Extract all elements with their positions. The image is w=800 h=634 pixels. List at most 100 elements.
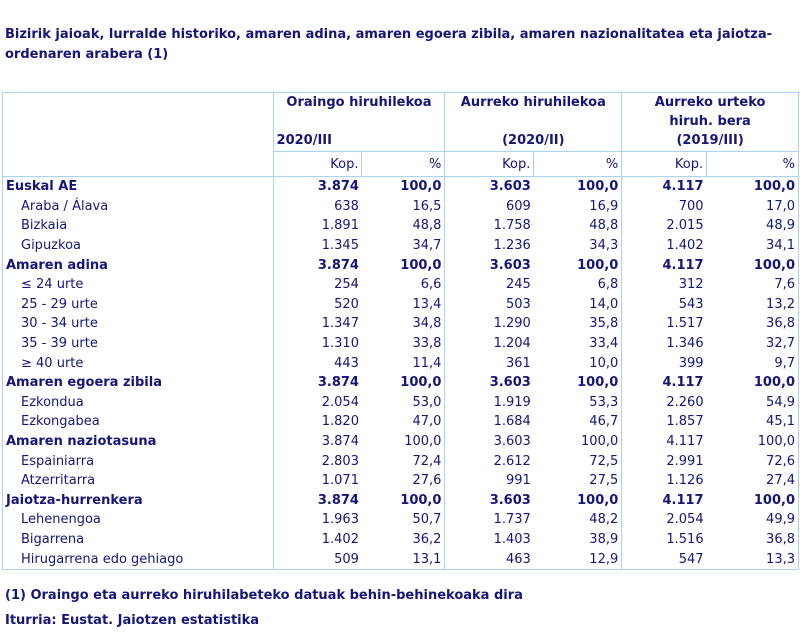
count-cell: 245	[444, 274, 534, 295]
count-cell: 1.402	[272, 529, 362, 550]
count-cell: 1.517	[621, 314, 707, 334]
table-row: Amaren naziotasuna 3.874 100,0 3.603 100,0 4.…	[3, 431, 799, 452]
subheader-pct: %	[361, 151, 445, 177]
count-cell: 4.117	[621, 255, 707, 275]
percent-cell: 100,0	[400, 492, 442, 508]
count-cell: 1.290	[444, 314, 534, 334]
count-cell: 1.516	[621, 529, 707, 550]
table-row: 35 - 39 urte 1.310 33,8 1.204 33,4 1.346 32,7	[3, 333, 799, 354]
count-cell: 1.891	[272, 216, 362, 236]
percent-cell: 48,9	[766, 218, 795, 234]
percent-cell: 100,0	[753, 375, 795, 391]
percent-cell: 45,1	[766, 414, 795, 430]
count-cell: 3.874	[272, 176, 362, 197]
table-row: Bigarrena 1.402 36,2 1.403 38,9 1.516 36,8	[3, 529, 799, 550]
count-cell: 2.991	[621, 451, 707, 471]
percent-cell: 16,5	[412, 198, 442, 214]
percent-cell: 100,0	[581, 434, 619, 450]
table-row: Hirugarrena edo gehiago 509 13,1 463 12,9 547…	[2, 549, 799, 570]
count-cell: 991	[444, 470, 534, 491]
footnote: (1) Oraingo eta aurreko hiruhilabeteko d…	[5, 588, 523, 603]
corner-cell	[3, 93, 274, 152]
count-cell: 520	[272, 294, 362, 315]
row-label: Espainiarra	[21, 453, 95, 469]
percent-cell: 49,9	[766, 512, 795, 528]
row-label: 25 - 29 urte	[21, 296, 98, 312]
percent-cell: 100,0	[400, 257, 442, 273]
subheader-pct: %	[533, 151, 622, 177]
row-label: Hirugarrena edo gehiago	[2, 549, 274, 570]
count-cell: 1.346	[621, 333, 707, 354]
row-label: Amaren adina	[6, 257, 108, 273]
percent-cell: 34,8	[412, 316, 442, 332]
percent-cell: 34,3	[589, 238, 619, 254]
count-cell: 2.054	[272, 392, 362, 413]
table-row: Atzerritarra 1.071 27,6 991 27,5 1.126 27,4	[3, 470, 799, 491]
table-row: Amaren egoera zibila 3.874 100,0 3.603 100,0…	[3, 372, 799, 393]
percent-cell: 27,6	[412, 473, 442, 489]
percent-cell: 6,6	[420, 277, 442, 293]
percent-cell: 100,0	[404, 434, 442, 450]
table-row: 30 - 34 urte 1.347 34,8 1.290 35,8 1.517 36,8	[3, 314, 799, 334]
table-row: Araba / Álava 638 16,5 609 16,9 700 17,0	[3, 196, 799, 217]
count-cell: 3.874	[272, 490, 362, 511]
table-row: 25 - 29 urte 520 13,4 503 14,0 543 13,2	[3, 294, 799, 315]
count-cell: 1.204	[444, 333, 534, 354]
count-cell: 503	[444, 294, 534, 315]
row-label: Ezkondua	[21, 394, 84, 410]
count-cell: 547	[621, 549, 707, 570]
table-row: Gipuzkoa 1.345 34,7 1.236 34,3 1.402 34,1	[3, 235, 799, 256]
count-cell: 2.803	[272, 451, 362, 471]
table-row: Euskal AE 3.874 100,0 3.603 100,0 4.117 100,0	[3, 176, 799, 197]
count-cell: 1.236	[444, 235, 534, 256]
column-group-last-year: Aurreko urteko hiruh. bera (2019/III)	[621, 92, 799, 152]
count-cell: 1.403	[444, 529, 534, 550]
percent-cell: 46,7	[589, 414, 619, 430]
row-label: Bizkaia	[21, 218, 68, 234]
count-cell: 2.612	[444, 451, 534, 471]
percent-cell: 33,4	[589, 336, 619, 352]
row-label: Atzerritarra	[21, 473, 96, 489]
count-cell: 254	[272, 274, 362, 295]
count-cell: 1.737	[444, 510, 534, 530]
row-label: 30 - 34 urte	[21, 316, 98, 332]
percent-cell: 14,0	[589, 296, 619, 312]
percent-cell: 100,0	[577, 257, 619, 273]
count-cell: 1.963	[272, 510, 362, 530]
percent-cell: 48,8	[589, 218, 619, 234]
count-cell: 2.015	[621, 216, 707, 236]
percent-cell: 72,6	[766, 453, 795, 469]
row-label: ≥ 40 urte	[21, 355, 84, 371]
count-cell: 1.857	[621, 412, 707, 432]
percent-cell: 50,7	[412, 512, 442, 528]
percent-cell: 100,0	[400, 179, 442, 195]
count-cell: 4.117	[621, 431, 707, 452]
percent-cell: 17,0	[766, 198, 795, 214]
count-cell: 463	[444, 549, 534, 570]
count-cell: 1.919	[444, 392, 534, 413]
count-cell: 1.684	[444, 412, 534, 432]
column-group-current: Oraingo hiruhilekoa 2020/III	[272, 92, 445, 152]
percent-cell: 100,0	[577, 179, 619, 195]
table-row: Espainiarra 2.803 72,4 2.612 72,5 2.991 72,6	[3, 451, 799, 471]
count-cell: 1.820	[272, 412, 362, 432]
count-cell: 3.603	[444, 255, 534, 275]
percent-cell: 47,0	[412, 414, 442, 430]
table-row: Ezkondua 2.054 53,0 1.919 53,3 2.260 54,9	[3, 392, 799, 413]
count-cell: 3.603	[444, 372, 534, 393]
percent-cell: 72,5	[589, 453, 619, 469]
percent-cell: 11,4	[412, 355, 442, 371]
column-group-previous: Aurreko hiruhilekoa (2020/II)	[444, 92, 622, 152]
count-cell: 638	[272, 196, 362, 217]
percent-cell: 54,9	[766, 394, 795, 410]
count-cell: 1.310	[272, 333, 362, 354]
subheader-kop: Kop.	[272, 151, 362, 177]
percent-cell: 13,3	[706, 549, 799, 570]
percent-cell: 100,0	[757, 434, 795, 450]
percent-cell: 13,2	[766, 296, 795, 312]
percent-cell: 13,4	[412, 296, 442, 312]
count-cell: 543	[621, 294, 707, 315]
count-cell: 1.126	[621, 470, 707, 491]
row-label: Amaren egoera zibila	[6, 375, 162, 391]
count-cell: 3.874	[272, 431, 362, 452]
